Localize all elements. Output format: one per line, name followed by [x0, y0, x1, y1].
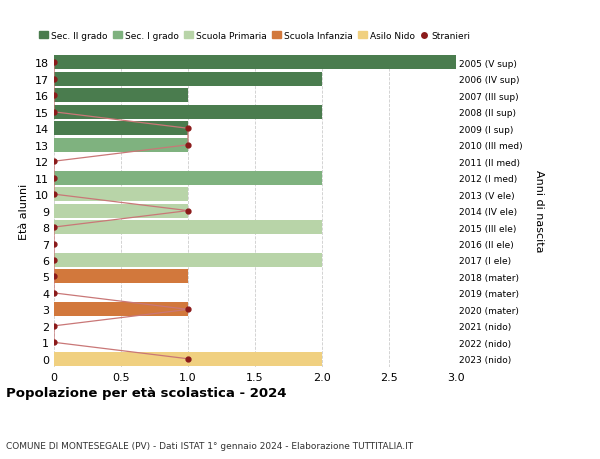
- Y-axis label: Anni di nascita: Anni di nascita: [533, 170, 544, 252]
- Text: Popolazione per età scolastica - 2024: Popolazione per età scolastica - 2024: [6, 386, 287, 399]
- Text: COMUNE DI MONTESEGALE (PV) - Dati ISTAT 1° gennaio 2024 - Elaborazione TUTTITALI: COMUNE DI MONTESEGALE (PV) - Dati ISTAT …: [6, 441, 413, 450]
- Bar: [54, 56, 456, 70]
- Bar: [54, 122, 188, 136]
- Bar: [54, 171, 322, 185]
- Legend: Sec. II grado, Sec. I grado, Scuola Primaria, Scuola Infanzia, Asilo Nido, Stran: Sec. II grado, Sec. I grado, Scuola Prim…: [36, 28, 474, 45]
- Bar: [54, 253, 322, 268]
- Bar: [54, 139, 188, 152]
- Bar: [54, 221, 322, 235]
- Bar: [54, 73, 322, 87]
- Bar: [54, 352, 322, 366]
- Bar: [54, 106, 322, 119]
- Bar: [54, 89, 188, 103]
- Bar: [54, 303, 188, 317]
- Bar: [54, 188, 188, 202]
- Y-axis label: Età alunni: Età alunni: [19, 183, 29, 239]
- Bar: [54, 204, 188, 218]
- Bar: [54, 270, 188, 284]
